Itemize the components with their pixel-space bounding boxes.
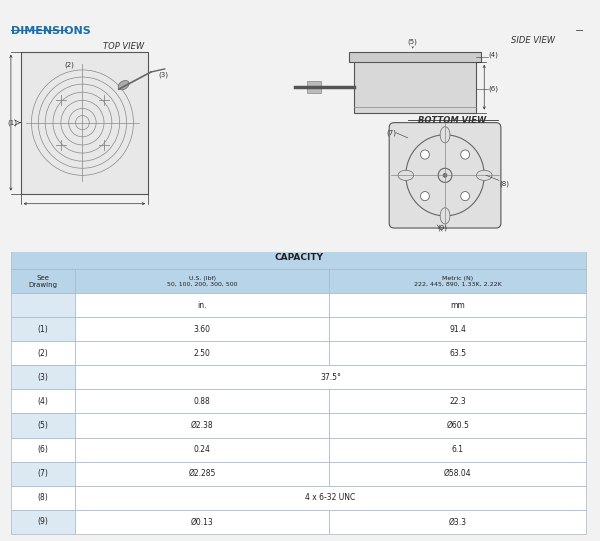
Bar — [11, 365, 74, 390]
Bar — [329, 390, 586, 413]
Bar — [349, 52, 481, 62]
Text: 4 x 6-32 UNC: 4 x 6-32 UNC — [305, 493, 356, 502]
Text: (9): (9) — [437, 225, 447, 231]
Circle shape — [461, 192, 470, 201]
Text: CAPACITY: CAPACITY — [274, 253, 323, 261]
Text: (8): (8) — [37, 493, 48, 502]
Bar — [329, 293, 586, 317]
Text: (8): (8) — [499, 180, 509, 187]
Text: 0.24: 0.24 — [194, 445, 211, 454]
Text: (9): (9) — [37, 517, 48, 526]
Bar — [354, 60, 476, 113]
Ellipse shape — [476, 170, 492, 180]
Text: (1): (1) — [8, 120, 18, 126]
Bar — [329, 461, 586, 486]
Text: (7): (7) — [37, 469, 48, 478]
Text: 3.60: 3.60 — [194, 325, 211, 334]
Ellipse shape — [118, 81, 129, 90]
Bar — [21, 52, 148, 194]
Circle shape — [421, 150, 430, 159]
Bar — [74, 461, 329, 486]
Text: −: − — [575, 27, 584, 36]
Text: 91.4: 91.4 — [449, 325, 466, 334]
Text: 0.88: 0.88 — [194, 397, 211, 406]
Text: (6): (6) — [488, 86, 498, 93]
Bar — [74, 438, 329, 461]
Bar — [11, 486, 74, 510]
Text: (3): (3) — [37, 373, 48, 382]
Circle shape — [421, 192, 430, 201]
Text: Ø58.04: Ø58.04 — [444, 469, 472, 478]
Bar — [11, 317, 74, 341]
Text: SIDE VIEW: SIDE VIEW — [511, 36, 555, 45]
Text: (7): (7) — [386, 129, 396, 136]
Text: (4): (4) — [488, 51, 498, 58]
Bar — [74, 341, 329, 365]
Bar — [74, 317, 329, 341]
Bar — [74, 365, 586, 390]
Bar — [307, 81, 320, 93]
Text: in.: in. — [197, 301, 207, 309]
Ellipse shape — [398, 170, 413, 180]
Text: (3): (3) — [158, 72, 168, 78]
Circle shape — [443, 173, 447, 177]
Bar — [74, 486, 586, 510]
Text: Metric (N)
222, 445, 890, 1.33K, 2.22K: Metric (N) 222, 445, 890, 1.33K, 2.22K — [414, 276, 502, 287]
Bar — [329, 413, 586, 438]
Bar — [11, 438, 74, 461]
Text: Ø2.285: Ø2.285 — [188, 469, 215, 478]
Bar — [11, 245, 586, 269]
Bar — [11, 269, 74, 293]
Text: (2): (2) — [65, 62, 74, 68]
Text: (5): (5) — [37, 421, 48, 430]
Text: 63.5: 63.5 — [449, 349, 466, 358]
Ellipse shape — [440, 127, 450, 143]
Text: (5): (5) — [408, 38, 418, 44]
Text: 22.3: 22.3 — [449, 397, 466, 406]
Bar — [74, 293, 329, 317]
Bar — [74, 269, 329, 293]
Bar — [329, 341, 586, 365]
Text: (6): (6) — [37, 445, 48, 454]
Text: Ø2.38: Ø2.38 — [191, 421, 214, 430]
Text: TOP VIEW: TOP VIEW — [103, 42, 144, 50]
Text: Ø3.3: Ø3.3 — [449, 517, 467, 526]
Bar — [11, 461, 74, 486]
Bar — [329, 317, 586, 341]
Text: BOTTOM VIEW: BOTTOM VIEW — [418, 116, 486, 124]
Bar — [74, 510, 329, 534]
Bar — [11, 390, 74, 413]
Text: 2.50: 2.50 — [194, 349, 211, 358]
Text: See
Drawing: See Drawing — [28, 275, 57, 288]
Text: mm: mm — [451, 301, 465, 309]
Ellipse shape — [440, 208, 450, 224]
Text: DIMENSIONS: DIMENSIONS — [11, 27, 91, 36]
Text: (2): (2) — [37, 349, 48, 358]
Bar — [329, 438, 586, 461]
Text: 37.5°: 37.5° — [320, 373, 341, 382]
Circle shape — [461, 150, 470, 159]
Bar — [11, 341, 74, 365]
Text: U.S. (lbf)
50, 100, 200, 300, 500: U.S. (lbf) 50, 100, 200, 300, 500 — [167, 276, 237, 287]
Text: Ø60.5: Ø60.5 — [446, 421, 469, 430]
Text: Ø0.13: Ø0.13 — [191, 517, 214, 526]
FancyBboxPatch shape — [389, 123, 501, 228]
Text: (4): (4) — [37, 397, 48, 406]
Bar — [11, 293, 74, 317]
Bar — [11, 510, 74, 534]
Text: 6.1: 6.1 — [452, 445, 464, 454]
Bar — [74, 413, 329, 438]
Bar — [329, 269, 586, 293]
Text: (1): (1) — [37, 325, 48, 334]
Bar — [11, 413, 74, 438]
Bar — [329, 510, 586, 534]
Bar — [74, 390, 329, 413]
